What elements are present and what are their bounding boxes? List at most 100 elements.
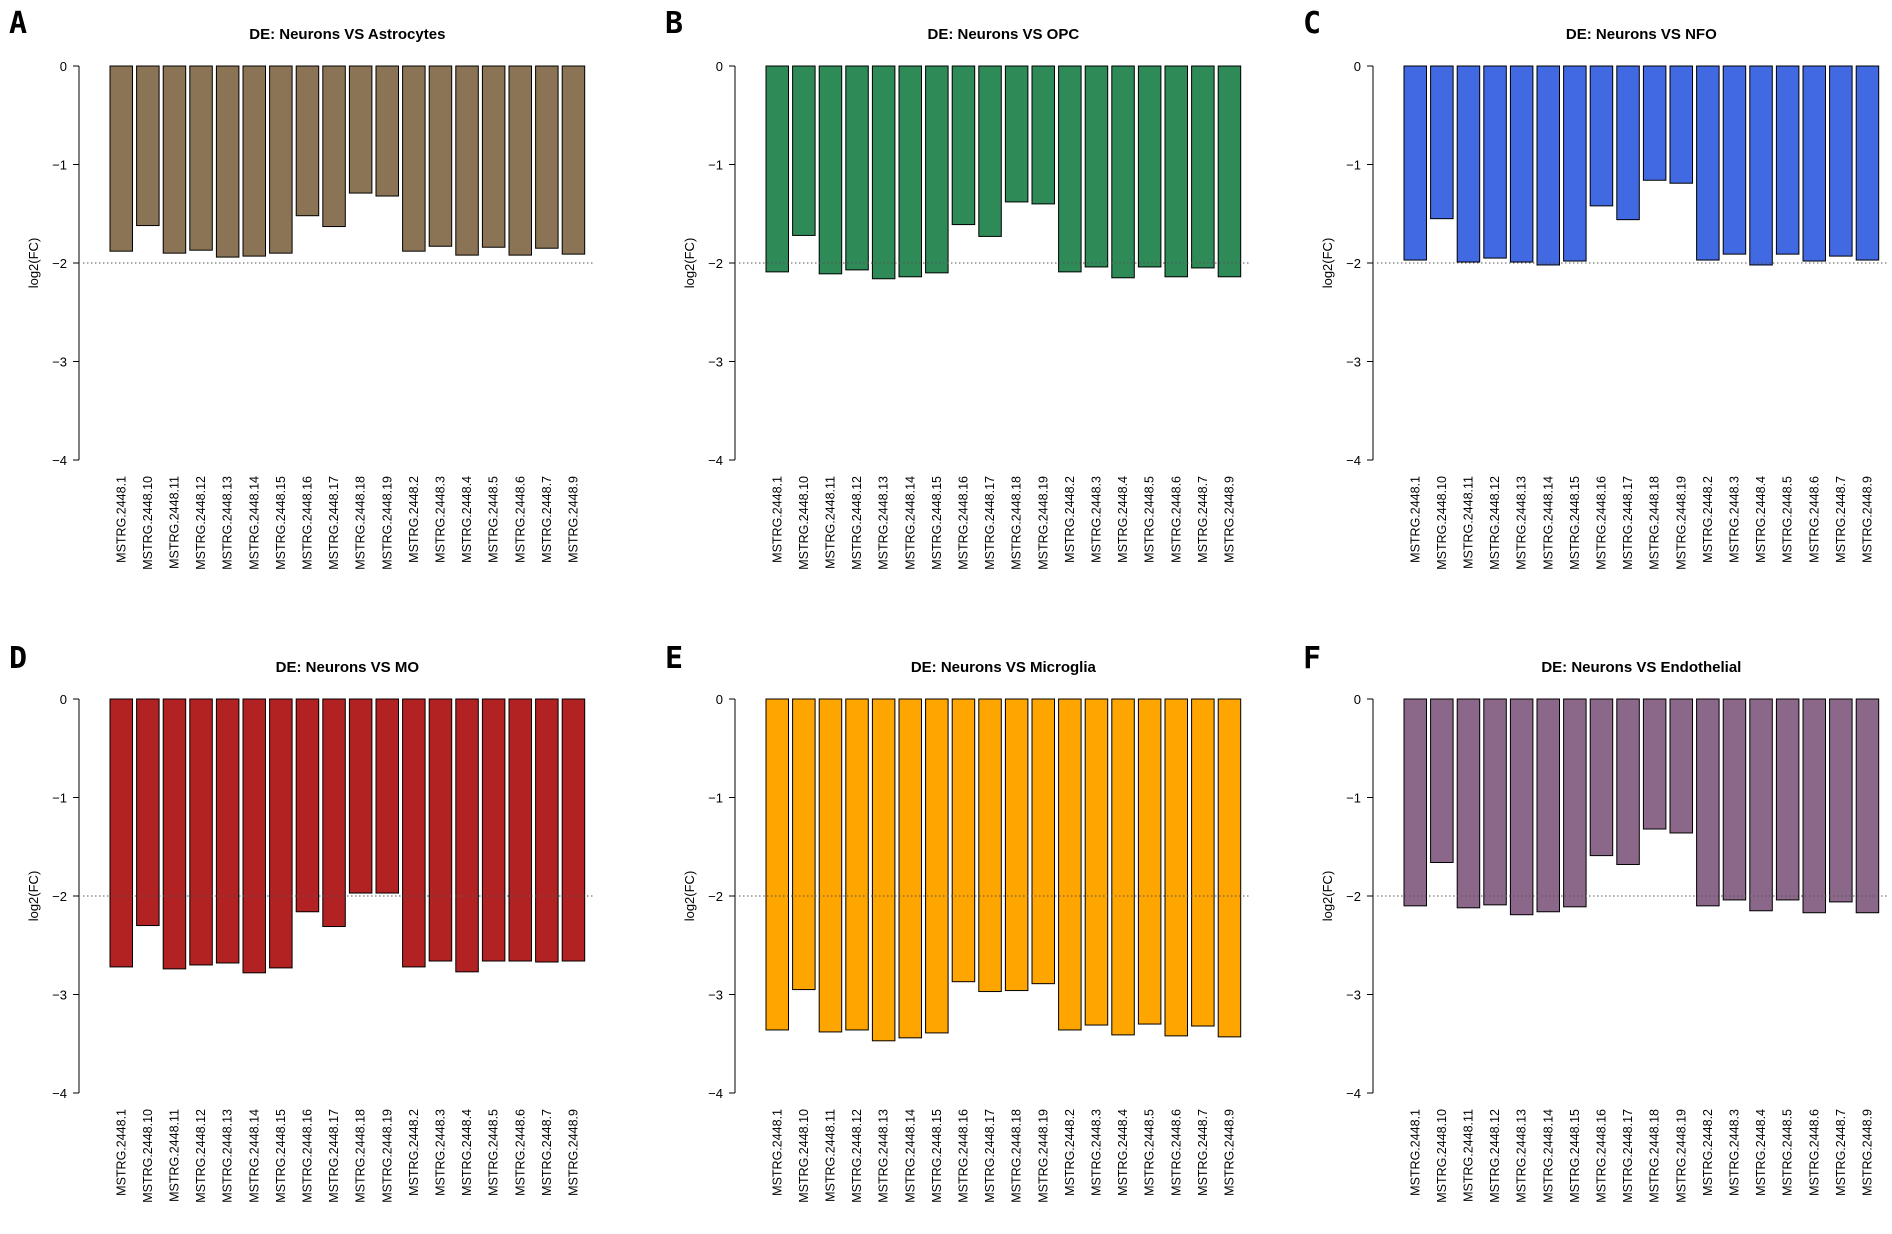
x-tick-label: MSTRG.2448.11 xyxy=(167,1109,181,1202)
bar xyxy=(375,698,399,894)
y-tick-label: −4 xyxy=(52,453,67,468)
y-tick-label: 0 xyxy=(1354,59,1361,74)
panel-letter: A xyxy=(9,6,28,41)
x-tick-label: MSTRG.2448.4 xyxy=(1116,1109,1130,1196)
x-tick-label: MSTRG.2448.11 xyxy=(167,476,181,569)
y-tick-label: −3 xyxy=(1346,355,1361,370)
bar xyxy=(322,698,346,928)
bar xyxy=(109,698,133,968)
x-tick-label: MSTRG.2448.7 xyxy=(1196,476,1210,563)
bar xyxy=(925,65,949,274)
y-axis-label: log2(FC) xyxy=(1320,871,1335,922)
x-tick-label: MSTRG.2448.2 xyxy=(1063,476,1077,563)
x-tick-label: MSTRG.2448.15 xyxy=(274,476,288,570)
bar xyxy=(1616,65,1640,221)
bar xyxy=(295,65,320,217)
x-tick-label: MSTRG.2448.12 xyxy=(194,1109,208,1203)
bar xyxy=(109,65,133,252)
bar xyxy=(1802,698,1826,914)
bar xyxy=(1536,698,1560,913)
x-tick-label: MSTRG.2448.16 xyxy=(956,1109,970,1203)
bar xyxy=(1137,698,1162,1025)
bar xyxy=(1191,698,1215,1027)
bar xyxy=(1164,65,1188,278)
x-tick-label: MSTRG.2448.16 xyxy=(956,476,970,570)
panel-letter: F xyxy=(1303,641,1322,676)
x-tick-label: MSTRG.2448.9 xyxy=(1860,476,1874,563)
bar xyxy=(295,698,320,913)
y-tick-label: 0 xyxy=(1354,692,1361,707)
bar xyxy=(1430,698,1454,864)
bar xyxy=(162,698,187,970)
x-tick-label: MSTRG.2448.10 xyxy=(141,476,155,570)
bar xyxy=(1137,65,1162,268)
bar xyxy=(1031,65,1055,205)
bar xyxy=(1430,65,1454,220)
bar xyxy=(1696,65,1720,261)
bar xyxy=(481,65,506,248)
bar xyxy=(348,698,373,894)
x-tick-label: MSTRG.2448.1 xyxy=(770,1109,784,1196)
y-tick-label: −2 xyxy=(1346,256,1361,271)
x-tick-label: MSTRG.2448.10 xyxy=(797,476,811,570)
bar xyxy=(818,65,843,275)
chart-panel-B: DE: Neurons VS OPC 0 −1 −2 −3 −4 log2(FC) MSTRG… xyxy=(682,26,1249,570)
bar xyxy=(508,698,532,962)
y-tick-label: −3 xyxy=(708,355,723,370)
y-tick-label: −2 xyxy=(52,889,67,904)
bar xyxy=(871,698,896,1042)
bar xyxy=(322,65,346,228)
x-tick-label: MSTRG.2448.9 xyxy=(1222,1109,1236,1196)
bar xyxy=(898,65,922,278)
bar xyxy=(978,65,1002,237)
bar xyxy=(1616,698,1640,865)
x-tick-label: MSTRG.2448.3 xyxy=(1089,1109,1103,1196)
x-tick-label: MSTRG.2448.16 xyxy=(1594,1109,1608,1203)
bar xyxy=(215,65,240,258)
y-tick-label: −4 xyxy=(1346,453,1361,468)
x-tick-label: MSTRG.2448.7 xyxy=(540,476,554,563)
chart-title: DE: Neurons VS Astrocytes xyxy=(249,26,445,43)
x-tick-label: MSTRG.2448.15 xyxy=(274,1109,288,1203)
x-tick-label: MSTRG.2448.4 xyxy=(460,476,474,563)
x-tick-label: MSTRG.2448.3 xyxy=(1727,476,1741,563)
panel-letter: B xyxy=(665,6,684,41)
bar xyxy=(951,698,976,983)
x-tick-label: MSTRG.2448.14 xyxy=(247,476,261,570)
bar xyxy=(1084,65,1109,268)
bar xyxy=(871,65,896,280)
bar xyxy=(1855,65,1880,261)
bar xyxy=(1642,65,1667,181)
x-tick-label: MSTRG.2448.6 xyxy=(1169,476,1183,563)
bar xyxy=(898,698,922,1039)
y-tick-label: −4 xyxy=(52,1086,67,1101)
x-tick-label: MSTRG.2448.14 xyxy=(903,476,917,570)
x-tick-label: MSTRG.2448.19 xyxy=(380,1109,394,1203)
bar xyxy=(535,65,559,249)
x-tick-label: MSTRG.2448.18 xyxy=(1648,1109,1662,1203)
bar xyxy=(1509,698,1534,916)
bar xyxy=(136,65,160,227)
bar xyxy=(1589,698,1614,857)
bar xyxy=(1217,65,1242,278)
bar xyxy=(818,698,843,1033)
bar xyxy=(1642,698,1667,830)
x-tick-label: MSTRG.2448.6 xyxy=(1807,1109,1821,1196)
x-tick-label: MSTRG.2448.5 xyxy=(1143,1109,1157,1196)
x-tick-label: MSTRG.2448.5 xyxy=(1143,476,1157,563)
x-tick-label: MSTRG.2448.17 xyxy=(983,1109,997,1203)
y-tick-label: −2 xyxy=(708,256,723,271)
x-tick-label: MSTRG.2448.14 xyxy=(903,1109,917,1203)
x-tick-label: MSTRG.2448.13 xyxy=(1515,476,1529,570)
bar xyxy=(189,698,213,966)
x-tick-label: MSTRG.2448.15 xyxy=(930,476,944,570)
bar xyxy=(269,698,293,969)
bar xyxy=(1058,65,1082,273)
bar xyxy=(765,65,789,273)
x-tick-label: MSTRG.2448.19 xyxy=(1674,476,1688,570)
x-tick-label: MSTRG.2448.16 xyxy=(300,476,314,570)
y-tick-label: −1 xyxy=(708,158,723,173)
x-tick-label: MSTRG.2448.12 xyxy=(850,476,864,570)
x-tick-label: MSTRG.2448.10 xyxy=(797,1109,811,1203)
